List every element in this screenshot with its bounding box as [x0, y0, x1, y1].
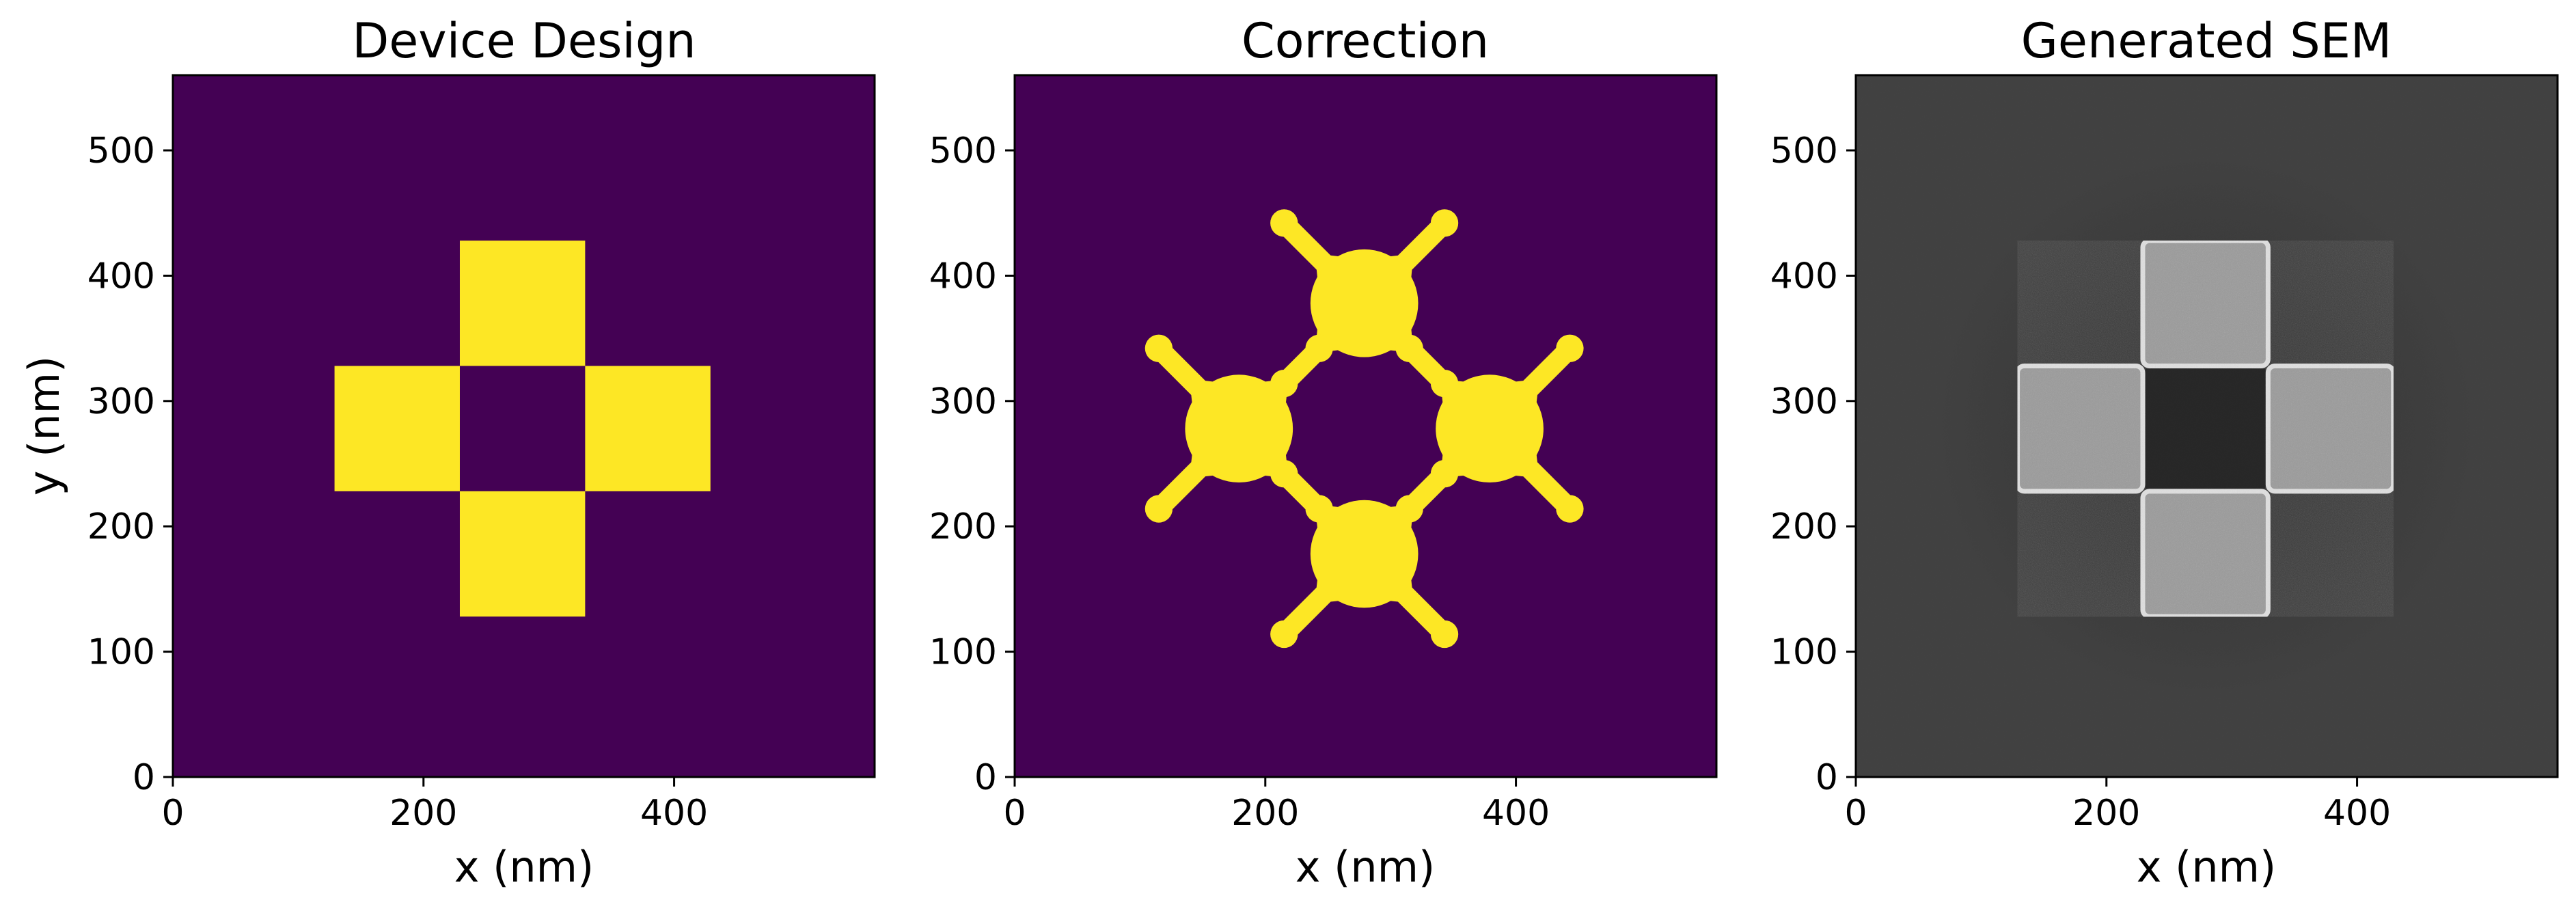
y-tick-label: 400	[929, 256, 997, 297]
plot-frame	[1854, 74, 2559, 778]
sem-shapes	[1856, 75, 2558, 777]
y-tick-label: 100	[87, 632, 155, 673]
blob-arm-tip	[1270, 460, 1298, 488]
y-tick-label: 300	[929, 381, 997, 422]
blob-arm-tip	[1145, 334, 1173, 362]
design-shapes	[334, 241, 711, 617]
blob-arm-tip	[1430, 620, 1459, 649]
right-square	[585, 366, 711, 491]
y-tick-label: 200	[87, 506, 155, 547]
panel-title: Correction	[1242, 13, 1489, 69]
x-tick-label: 400	[640, 793, 708, 834]
y-tick-label: 500	[929, 131, 997, 172]
y-tick-label: 200	[929, 506, 997, 547]
blob-arm-tip	[1270, 620, 1298, 649]
blob-arm-tip	[1270, 209, 1298, 237]
y-ticks: 0 100 200 300 400 500	[87, 131, 173, 798]
panel-title: Generated SEM	[2021, 13, 2392, 69]
y-tick-label: 400	[1770, 256, 1838, 297]
panel-generated-sem: Generated SEM 0 200 400 0 100 200 300 400 500 x…	[1770, 13, 2559, 892]
correction-shapes	[1145, 209, 1584, 649]
sem-noise-overlay	[1856, 75, 2558, 777]
blob-arm-tip	[1556, 334, 1584, 362]
y-tick-label: 400	[87, 256, 155, 297]
y-tick-label: 500	[87, 131, 155, 172]
x-axis-label: x (nm)	[2137, 842, 2276, 892]
y-tick-label: 0	[974, 757, 997, 798]
plot-frame	[1013, 74, 1718, 778]
x-ticks: 0 200 400	[1844, 777, 2391, 834]
y-tick-label: 0	[133, 757, 155, 798]
blob-core	[1185, 374, 1293, 483]
y-tick-label: 100	[929, 632, 997, 673]
x-axis-label: x (nm)	[454, 842, 594, 892]
panel-title: Device Design	[352, 13, 696, 69]
y-ticks: 0 100 200 300 400 500	[1770, 131, 1856, 798]
y-tick-label: 0	[1815, 757, 1838, 798]
x-tick-label: 200	[389, 793, 457, 834]
x-tick-label: 200	[1231, 793, 1299, 834]
blob-arm-tip	[1305, 334, 1333, 362]
x-tick-label: 400	[2323, 793, 2391, 834]
x-tick-label: 0	[1003, 793, 1026, 834]
blob-arm-tip	[1145, 495, 1173, 523]
x-ticks: 0 200 400	[1003, 777, 1550, 834]
blob-core	[1436, 374, 1544, 483]
y-tick-label: 300	[87, 381, 155, 422]
x-tick-label: 400	[1482, 793, 1550, 834]
plot-background	[1015, 75, 1716, 777]
panel-device-design: Device Design 0 200 400 0 100 200 300 400 500 x…	[19, 13, 876, 892]
blob-arm-tip	[1395, 334, 1423, 362]
y-axis-label: y (nm)	[19, 356, 69, 495]
plot-background	[173, 75, 875, 777]
y-tick-label: 200	[1770, 506, 1838, 547]
top-square	[459, 241, 586, 366]
blob-arm-tip	[1556, 495, 1584, 523]
blob-core	[1310, 500, 1419, 608]
x-tick-label: 0	[161, 793, 184, 834]
left-blob	[1145, 334, 1333, 523]
bottom-blob	[1270, 460, 1459, 649]
blob-core	[1310, 249, 1419, 357]
panel-correction: Correction 0 200 400 0 100 200 300 400 500 x (n…	[929, 13, 1718, 892]
y-tick-label: 300	[1770, 381, 1838, 422]
plot-frame	[172, 74, 876, 778]
y-ticks: 0 100 200 300 400 500	[929, 131, 1015, 798]
y-tick-label: 500	[1770, 131, 1838, 172]
x-tick-label: 0	[1844, 793, 1867, 834]
x-axis-label: x (nm)	[1296, 842, 1435, 892]
left-square	[334, 366, 460, 491]
x-tick-label: 200	[2072, 793, 2140, 834]
blob-arm-tip	[1430, 209, 1459, 237]
y-tick-label: 100	[1770, 632, 1838, 673]
x-ticks: 0 200 400	[161, 777, 708, 834]
blob-arm-tip	[1430, 460, 1459, 488]
bottom-square	[459, 491, 586, 617]
